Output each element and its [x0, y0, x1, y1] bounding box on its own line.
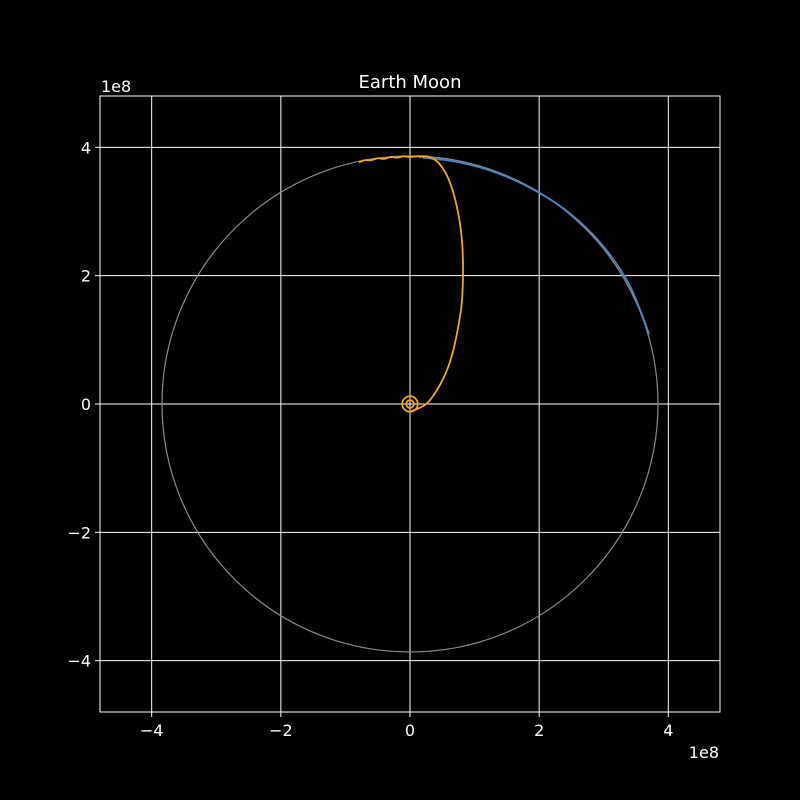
y-offset-label: 1e8	[101, 77, 131, 96]
x-tick-label: −2	[269, 721, 293, 740]
moon-path-line	[422, 156, 650, 335]
x-tick-label: 2	[534, 721, 544, 740]
spacecraft-path-line	[409, 155, 464, 413]
earth-ring-marker	[401, 395, 419, 413]
y-tick-label: −2	[67, 523, 91, 542]
grid	[100, 96, 720, 712]
x-tick-label: −4	[140, 721, 164, 740]
y-tick-label: −4	[67, 652, 91, 671]
reference-orbit-line	[161, 155, 659, 653]
y-tick-label: 4	[81, 138, 91, 157]
y-tick-label: 0	[81, 395, 91, 414]
x-tick-label: 0	[405, 721, 415, 740]
ticks: −4 −2 0 2 4 −4 −2 0 2 4	[67, 138, 673, 740]
y-tick-label: 2	[81, 267, 91, 286]
earth-ring-marker	[405, 399, 415, 409]
data-layer	[161, 155, 659, 653]
spacecraft-path-line	[358, 155, 424, 163]
x-offset-label: 1e8	[689, 743, 719, 762]
chart-title: Earth Moon	[359, 72, 462, 93]
x-tick-label: 4	[663, 721, 673, 740]
